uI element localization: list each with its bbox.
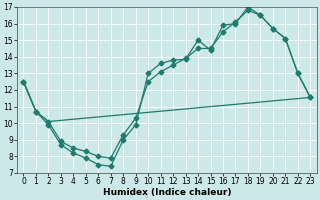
X-axis label: Humidex (Indice chaleur): Humidex (Indice chaleur) (103, 188, 231, 197)
